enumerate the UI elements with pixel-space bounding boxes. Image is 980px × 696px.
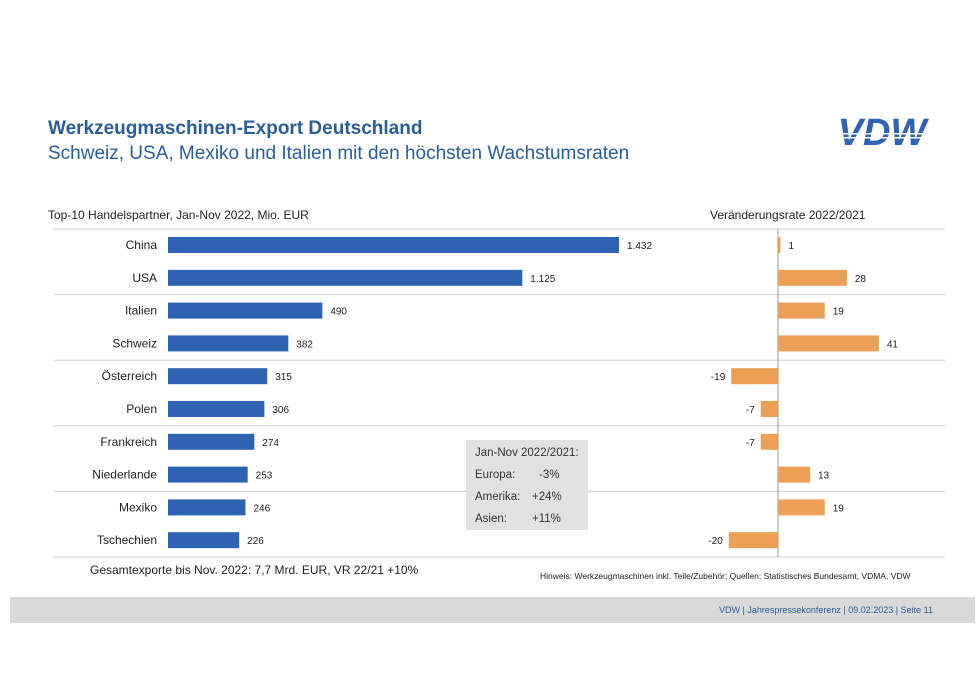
export-bar <box>168 368 268 385</box>
infobox-heading: Jan-Nov 2022/2021: <box>475 447 579 459</box>
category-label: Schweiz <box>112 336 157 350</box>
infobox-label-europa: Europa: <box>475 469 516 481</box>
export-value-label: 1.125 <box>530 274 555 285</box>
category-label: Italien <box>125 304 157 318</box>
category-label: USA <box>132 271 157 285</box>
infobox-label-asien: Asien: <box>475 513 507 525</box>
export-value-label: 246 <box>253 503 270 514</box>
slide-subtitle: Schweiz, USA, Mexiko und Italien mit den… <box>48 143 630 164</box>
change-rate-bar <box>728 532 778 549</box>
change-rate-label: 19 <box>833 503 845 514</box>
export-value-label: 382 <box>296 339 313 350</box>
slide-title: Werkzeugmaschinen-Export Deutschland <box>48 118 423 139</box>
change-rate-label: 1 <box>788 241 794 252</box>
export-bar <box>168 302 323 319</box>
change-rate-label: 28 <box>855 274 867 285</box>
export-value-label: 253 <box>256 471 273 482</box>
category-label: Niederlande <box>92 468 157 482</box>
change-rate-label: 41 <box>887 339 899 350</box>
change-rate-bar <box>731 368 778 385</box>
export-value-label: 315 <box>275 372 292 383</box>
export-value-label: 306 <box>272 405 289 416</box>
region-growth-box: Jan-Nov 2022/2021: Europa: -3% Amerika: … <box>466 440 588 530</box>
source-note: Hinweis: Werkzeugmaschinen inkl. Teile/Z… <box>540 571 911 581</box>
vdw-logo: VDW <box>822 113 942 153</box>
export-value-label: 490 <box>330 307 347 318</box>
change-rate-bar <box>778 335 879 352</box>
left-chart-title: Top-10 Handelspartner, Jan-Nov 2022, Mio… <box>48 208 309 222</box>
change-rate-bar <box>778 269 847 286</box>
total-exports-note: Gesamtexporte bis Nov. 2022: 7,7 Mrd. EU… <box>90 563 419 577</box>
category-label: Österreich <box>102 369 157 383</box>
infobox-value-amerika: +24% <box>532 491 562 503</box>
export-bar <box>168 532 240 549</box>
change-rate-bar <box>778 237 781 253</box>
export-bar <box>168 499 246 516</box>
footer-text: VDW | Jahrespressekonferenz | 09.02.2023… <box>719 605 933 615</box>
category-label: Frankreich <box>100 435 157 449</box>
category-label: Tschechien <box>97 533 157 547</box>
export-bar <box>168 335 289 352</box>
export-bar <box>168 466 248 483</box>
export-bar <box>168 269 523 286</box>
category-label: Polen <box>126 402 157 416</box>
export-bar <box>168 433 255 450</box>
change-rate-label: 13 <box>818 471 830 482</box>
change-rate-label: -7 <box>746 405 755 416</box>
change-rate-label: -7 <box>746 438 755 449</box>
export-value-label: 226 <box>247 536 264 547</box>
change-rate-label: -19 <box>711 372 726 383</box>
change-rate-bar <box>760 401 778 417</box>
export-value-label: 1.432 <box>627 241 652 252</box>
export-value-label: 274 <box>262 438 279 449</box>
infobox-value-europa: -3% <box>539 469 560 481</box>
category-label: China <box>126 238 158 252</box>
infobox-value-asien: +11% <box>532 513 561 525</box>
change-rate-bar <box>778 499 825 516</box>
footer-bar: VDW | Jahrespressekonferenz | 09.02.2023… <box>10 597 975 623</box>
change-rate-label: 19 <box>833 307 845 318</box>
infobox-label-amerika: Amerika: <box>475 491 521 503</box>
right-chart-title: Veränderungsrate 2022/2021 <box>710 208 866 222</box>
export-bar <box>168 237 619 253</box>
change-rate-label: -20 <box>708 536 723 547</box>
category-label: Mexiko <box>119 500 157 514</box>
change-rate-bar <box>778 302 825 319</box>
change-rate-bar <box>778 466 810 483</box>
change-rate-bar <box>760 433 778 450</box>
export-bar <box>168 401 265 417</box>
